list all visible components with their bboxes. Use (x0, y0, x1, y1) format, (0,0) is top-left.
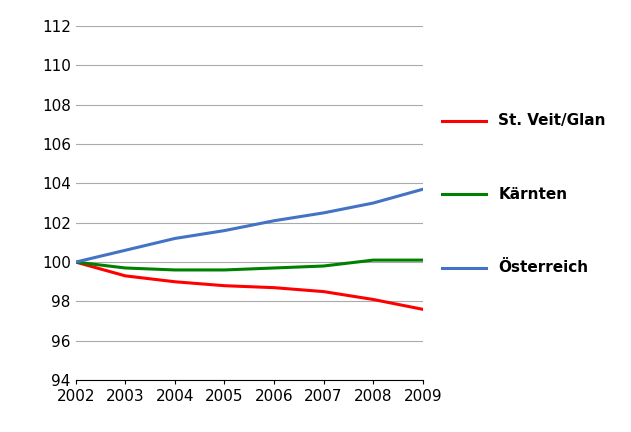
Kärnten (221, 267, 228, 273)
Line: St. Veit/Glan: St. Veit/Glan (76, 262, 423, 309)
St. Veit/Glan (369, 297, 377, 302)
Österreich (122, 248, 129, 253)
Text: Kärnten: Kärnten (498, 187, 568, 202)
Kärnten (419, 257, 427, 263)
Line: Kärnten: Kärnten (76, 260, 423, 270)
Line: Österreich: Österreich (76, 189, 423, 262)
St. Veit/Glan (419, 307, 427, 312)
Kärnten (122, 265, 129, 270)
Österreich (221, 228, 228, 233)
Text: St. Veit/Glan: St. Veit/Glan (498, 114, 606, 128)
Österreich (419, 187, 427, 192)
St. Veit/Glan (320, 289, 327, 294)
Kärnten (72, 260, 80, 265)
St. Veit/Glan (270, 285, 278, 290)
St. Veit/Glan (122, 273, 129, 279)
Kärnten (171, 267, 179, 273)
Kärnten (369, 257, 377, 263)
Kärnten (270, 265, 278, 270)
St. Veit/Glan (72, 260, 80, 265)
Österreich (171, 236, 179, 241)
Österreich (369, 200, 377, 206)
Text: Österreich: Österreich (498, 260, 589, 275)
Österreich (270, 218, 278, 223)
Österreich (320, 210, 327, 216)
St. Veit/Glan (171, 279, 179, 284)
Kärnten (320, 264, 327, 269)
Österreich (72, 260, 80, 265)
St. Veit/Glan (221, 283, 228, 288)
